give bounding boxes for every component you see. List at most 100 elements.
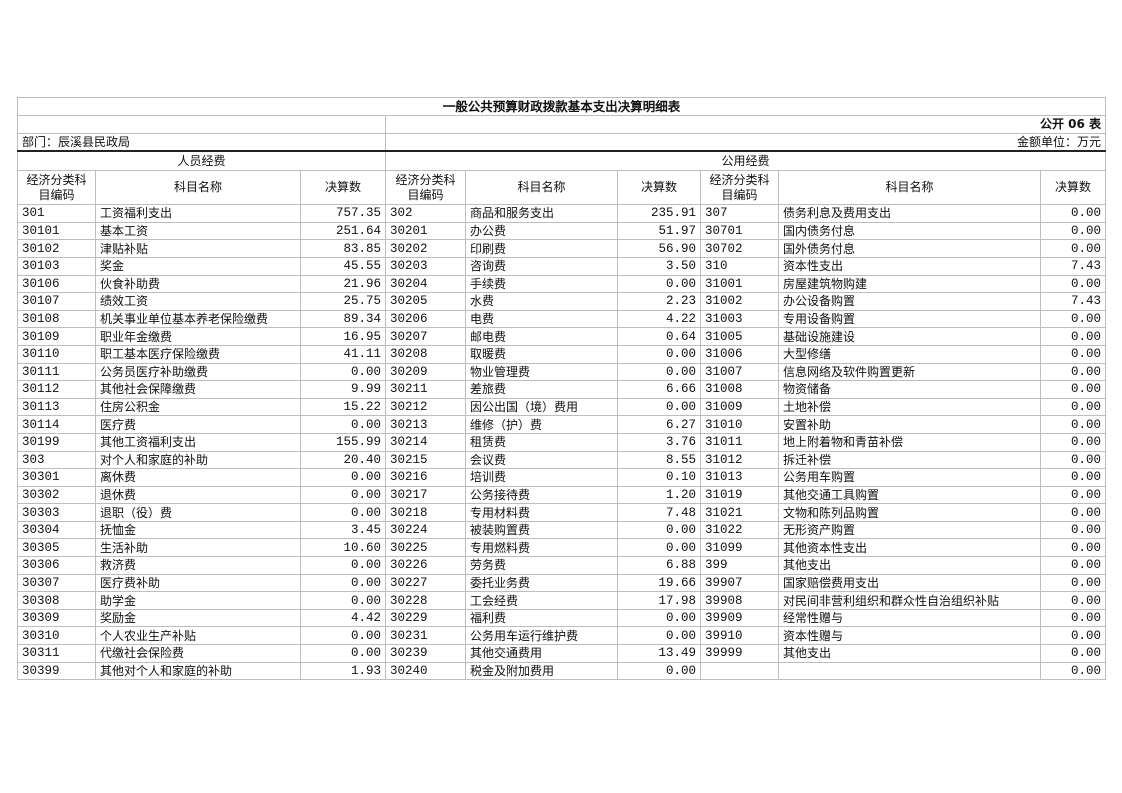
code-cell: 303 bbox=[17, 450, 96, 470]
name-cell: 抚恤金 bbox=[95, 520, 301, 540]
amount-cell: 0.00 bbox=[1040, 380, 1106, 399]
amount-cell: 0.00 bbox=[617, 626, 701, 646]
code-cell: 30218 bbox=[385, 503, 466, 522]
code-cell: 30102 bbox=[17, 239, 96, 258]
code-cell: 31010 bbox=[700, 415, 779, 434]
code-cell: 30224 bbox=[385, 520, 466, 540]
table-row: 30302 退休费 0.00 30217 公务接待费 1.20 31019 其他交通工具购置 0… bbox=[17, 485, 1106, 505]
amount-cell: 3.45 bbox=[300, 520, 386, 540]
code-cell: 39908 bbox=[700, 591, 779, 610]
amount-cell: 0.64 bbox=[617, 327, 701, 346]
code-cell: 30106 bbox=[17, 274, 96, 294]
unit-label: 金额单位：万元 bbox=[385, 132, 1106, 153]
name-cell: 其他交通工具购置 bbox=[778, 485, 1041, 505]
name-cell: 公务员医疗补助缴费 bbox=[95, 362, 301, 382]
table-row: 30301 离休费 0.00 30216 培训费 0.10 31013 公务用车购置 0.00 bbox=[17, 468, 1106, 487]
code-cell: 30201 bbox=[385, 221, 466, 241]
amount-cell: 757.35 bbox=[300, 204, 386, 223]
group-personnel: 人员经费 bbox=[17, 150, 386, 172]
amount-cell: 0.00 bbox=[617, 661, 701, 681]
name-cell: 助学金 bbox=[95, 591, 301, 610]
amount-cell: 20.40 bbox=[300, 450, 386, 470]
amount-cell: 0.00 bbox=[300, 626, 386, 646]
name-cell: 公务用车运行维护费 bbox=[465, 626, 618, 646]
table-row: 30109 职业年金缴费 16.95 30207 邮电费 0.64 31005 基础设施建设 0… bbox=[17, 327, 1106, 346]
table-number: 公开 06 表 bbox=[385, 115, 1106, 134]
code-cell: 30109 bbox=[17, 327, 96, 346]
table-row: 30309 奖励金 4.42 30229 福利费 0.00 39909 经常性赠与 0.00 bbox=[17, 608, 1106, 628]
amount-cell: 235.91 bbox=[617, 204, 701, 223]
code-cell: 30199 bbox=[17, 432, 96, 452]
group-public: 公用经费 bbox=[385, 150, 1106, 172]
header-amount: 决算数 bbox=[1040, 170, 1106, 206]
code-cell: 31005 bbox=[700, 327, 779, 346]
code-cell: 30227 bbox=[385, 573, 466, 593]
name-cell: 其他支出 bbox=[778, 556, 1041, 575]
name-cell: 水费 bbox=[465, 292, 618, 311]
table-row: 303 对个人和家庭的补助 20.40 30215 会议费 8.55 31012 拆迁补偿 0.… bbox=[17, 450, 1106, 470]
name-cell: 租赁费 bbox=[465, 432, 618, 452]
code-cell: 30206 bbox=[385, 309, 466, 329]
amount-cell: 19.66 bbox=[617, 573, 701, 593]
amount-cell: 56.90 bbox=[617, 239, 701, 258]
amount-cell: 0.00 bbox=[1040, 503, 1106, 522]
amount-cell: 17.98 bbox=[617, 591, 701, 610]
amount-cell: 0.00 bbox=[1040, 591, 1106, 610]
table-row: 30114 医疗费 0.00 30213 维修（护）费 6.27 31010 安置补助 0.00 bbox=[17, 415, 1106, 434]
name-cell: 基础设施建设 bbox=[778, 327, 1041, 346]
amount-cell: 0.00 bbox=[617, 538, 701, 558]
name-cell: 商品和服务支出 bbox=[465, 204, 618, 223]
name-cell: 咨询费 bbox=[465, 256, 618, 276]
code-cell: 31009 bbox=[700, 397, 779, 417]
amount-cell: 6.27 bbox=[617, 415, 701, 434]
name-cell: 福利费 bbox=[465, 608, 618, 628]
amount-cell: 0.00 bbox=[1040, 362, 1106, 382]
code-cell: 30113 bbox=[17, 397, 96, 417]
name-cell: 其他支出 bbox=[778, 644, 1041, 663]
code-cell bbox=[700, 661, 779, 681]
amount-cell: 155.99 bbox=[300, 432, 386, 452]
code-cell: 31012 bbox=[700, 450, 779, 470]
header-code: 经济分类科目编码 bbox=[17, 170, 96, 206]
name-cell: 被装购置费 bbox=[465, 520, 618, 540]
name-cell: 资本性赠与 bbox=[778, 626, 1041, 646]
amount-cell: 16.95 bbox=[300, 327, 386, 346]
amount-cell: 0.00 bbox=[300, 573, 386, 593]
code-cell: 30202 bbox=[385, 239, 466, 258]
table-row: 30307 医疗费补助 0.00 30227 委托业务费 19.66 39907 国家赔偿费用… bbox=[17, 573, 1106, 593]
name-cell: 公务用车购置 bbox=[778, 468, 1041, 487]
name-cell: 专用设备购置 bbox=[778, 309, 1041, 329]
amount-cell: 0.00 bbox=[300, 362, 386, 382]
table-row: 30199 其他工资福利支出 155.99 30214 租赁费 3.76 31011 地上附着… bbox=[17, 432, 1106, 452]
name-cell: 信息网络及软件购置更新 bbox=[778, 362, 1041, 382]
amount-cell: 0.00 bbox=[300, 415, 386, 434]
code-cell: 31003 bbox=[700, 309, 779, 329]
code-cell: 30309 bbox=[17, 608, 96, 628]
amount-cell: 13.49 bbox=[617, 644, 701, 663]
code-cell: 30114 bbox=[17, 415, 96, 434]
table-row: 30108 机关事业单位基本养老保险缴费 89.34 30206 电费 4.22 31003… bbox=[17, 309, 1106, 329]
amount-cell: 0.00 bbox=[300, 468, 386, 487]
amount-cell: 4.42 bbox=[300, 608, 386, 628]
code-cell: 30239 bbox=[385, 644, 466, 663]
name-cell: 其他资本性支出 bbox=[778, 538, 1041, 558]
table-row: 30303 退职（役）费 0.00 30218 专用材料费 7.48 31021 文物和陈列品… bbox=[17, 503, 1106, 522]
code-cell: 30215 bbox=[385, 450, 466, 470]
code-cell: 30240 bbox=[385, 661, 466, 681]
amount-cell: 0.00 bbox=[1040, 608, 1106, 628]
code-cell: 30231 bbox=[385, 626, 466, 646]
amount-cell: 1.93 bbox=[300, 661, 386, 681]
amount-cell: 45.55 bbox=[300, 256, 386, 276]
name-cell: 国内债务付息 bbox=[778, 221, 1041, 241]
name-cell: 职工基本医疗保险缴费 bbox=[95, 344, 301, 364]
amount-cell: 0.00 bbox=[1040, 239, 1106, 258]
table-row: 30113 住房公积金 15.22 30212 因公出国（境）费用 0.00 31009 土地… bbox=[17, 397, 1106, 417]
code-cell: 31019 bbox=[700, 485, 779, 505]
code-cell: 30107 bbox=[17, 292, 96, 311]
code-cell: 30216 bbox=[385, 468, 466, 487]
name-cell: 住房公积金 bbox=[95, 397, 301, 417]
name-cell: 税金及附加费用 bbox=[465, 661, 618, 681]
amount-cell: 0.00 bbox=[1040, 204, 1106, 223]
empty-cell bbox=[17, 115, 386, 134]
code-cell: 30307 bbox=[17, 573, 96, 593]
